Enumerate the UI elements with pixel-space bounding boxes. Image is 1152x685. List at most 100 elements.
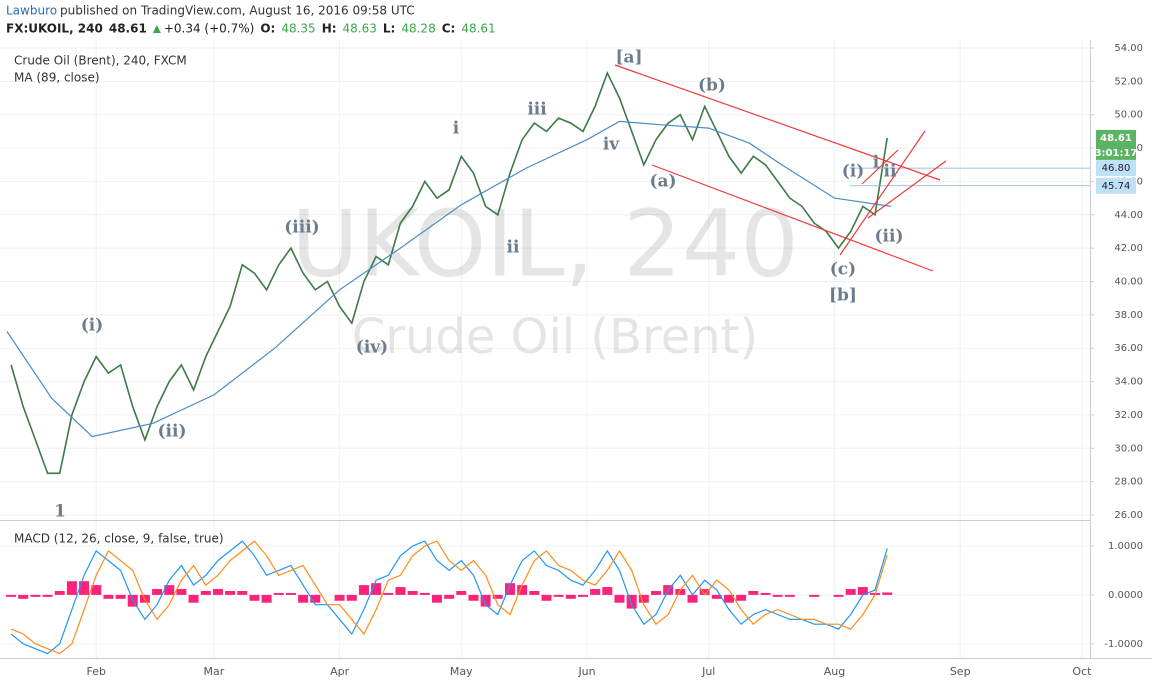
symbol-line: FX:UKOIL, 240 48.61 +0.34 (+0.7%) O: 48.35 H:… bbox=[6, 22, 496, 36]
y-tick-label: 44.00 bbox=[1114, 210, 1143, 221]
series-line bbox=[10, 540, 888, 655]
price-label: 48.61 bbox=[1100, 133, 1132, 144]
watermark: Crude Oil (Brent) bbox=[352, 309, 758, 365]
histogram-bar bbox=[103, 594, 114, 599]
histogram-bar bbox=[590, 589, 601, 595]
channel-line bbox=[651, 164, 934, 272]
histogram-bar bbox=[602, 587, 613, 595]
wave-labels: 1(i)(ii)(iii)(iv)iiiiiiiv[a](a)(b)(c)[b]… bbox=[54, 48, 903, 522]
histogram-bar bbox=[225, 590, 236, 595]
y-tick-label: 36.00 bbox=[1114, 343, 1143, 354]
legend-entry: Crude Oil (Brent), 240, FXCM bbox=[14, 54, 187, 68]
x-tick-label: Oct bbox=[1072, 665, 1092, 678]
y-tick-label: -1.0000 bbox=[1104, 639, 1143, 650]
histogram-bar bbox=[310, 594, 321, 603]
channel-line bbox=[839, 130, 926, 256]
y-tick-label: 42.00 bbox=[1114, 243, 1143, 254]
histogram-bar bbox=[784, 594, 795, 597]
histogram-bar bbox=[699, 589, 710, 595]
x-tick-label: Sep bbox=[950, 665, 971, 678]
histogram-bar bbox=[6, 594, 17, 597]
histogram-bar bbox=[711, 594, 722, 599]
x-tick-label: May bbox=[450, 665, 473, 678]
legend-entry: MA (89, close) bbox=[14, 71, 100, 85]
histogram-bar bbox=[188, 594, 199, 603]
histogram-bar bbox=[395, 587, 406, 595]
level-box bbox=[1096, 160, 1136, 177]
y-tick-label: 30.00 bbox=[1114, 443, 1143, 454]
histogram-bar bbox=[79, 581, 90, 595]
header-value: 48.63 bbox=[343, 22, 377, 36]
histogram-bar bbox=[577, 594, 588, 597]
histogram-bar bbox=[809, 594, 820, 597]
wave-label: i bbox=[873, 153, 880, 173]
x-tick-label: Jun bbox=[577, 665, 595, 678]
channel-line bbox=[861, 149, 899, 185]
histogram-bar bbox=[748, 590, 759, 595]
header-value: 48.28 bbox=[401, 22, 435, 36]
histogram-bar bbox=[298, 594, 309, 603]
histogram-bar bbox=[115, 594, 126, 599]
histogram-bar bbox=[760, 592, 771, 595]
histogram-bar bbox=[91, 585, 102, 595]
histogram-bar bbox=[553, 594, 564, 597]
header-value: L: bbox=[383, 22, 395, 36]
histogram-bar bbox=[468, 594, 479, 601]
header-value: 48.61 bbox=[109, 22, 147, 36]
histogram-bar bbox=[565, 594, 576, 599]
histogram-bar bbox=[54, 590, 65, 595]
histogram-bar bbox=[638, 594, 649, 603]
x-tick-label: Mar bbox=[203, 665, 224, 678]
histogram-bar bbox=[164, 585, 175, 595]
y-tick-label: 54.00 bbox=[1114, 43, 1143, 54]
histogram-bar bbox=[857, 587, 868, 595]
y-tick-label: 28.00 bbox=[1114, 477, 1143, 488]
wave-label: (i) bbox=[842, 162, 865, 182]
wave-label: (iii) bbox=[284, 218, 319, 238]
y-tick-label: 32.00 bbox=[1114, 410, 1143, 421]
histogram-bar bbox=[492, 594, 503, 599]
histogram-bar bbox=[614, 594, 625, 603]
histogram-bar bbox=[626, 594, 637, 609]
histogram-bar bbox=[833, 594, 844, 597]
header-value: 48.35 bbox=[281, 22, 315, 36]
x-tick-label: Apr bbox=[330, 665, 350, 678]
histogram-bar bbox=[444, 594, 455, 599]
y-tick-label: 0.0000 bbox=[1108, 590, 1143, 601]
author[interactable]: Lawburo bbox=[6, 4, 57, 18]
histogram-bar bbox=[687, 594, 698, 603]
wave-label: iv bbox=[603, 135, 620, 155]
y-tick-label: 26.00 bbox=[1114, 510, 1143, 521]
histogram-bar bbox=[529, 590, 540, 595]
series-line bbox=[6, 120, 892, 438]
histogram-bar bbox=[42, 594, 53, 597]
histogram-bar bbox=[504, 583, 515, 595]
histogram-bar bbox=[176, 589, 187, 595]
plot bbox=[6, 70, 1090, 655]
channel-line bbox=[867, 160, 947, 219]
x-tick-label: Jul bbox=[701, 665, 715, 678]
y-tick-label: 50.00 bbox=[1114, 110, 1143, 121]
histogram-bar bbox=[845, 589, 856, 595]
wave-label: (iv) bbox=[356, 338, 388, 358]
wave-label: (a) bbox=[649, 172, 676, 192]
histogram-bar bbox=[736, 594, 747, 601]
histogram-bar bbox=[383, 592, 394, 595]
histogram-bar bbox=[30, 594, 41, 597]
histogram-bar bbox=[334, 594, 345, 601]
axes: Feb Mar Apr May Jun Jul Aug Sep Oct 26.00 28.00 30.… bbox=[86, 43, 1143, 678]
y-tick-label: 1.0000 bbox=[1108, 541, 1143, 552]
histogram-bar bbox=[200, 590, 211, 595]
histogram-bar bbox=[237, 590, 248, 595]
wave-label: i bbox=[453, 119, 460, 139]
histogram-bar bbox=[285, 592, 296, 595]
trend-lines bbox=[614, 64, 947, 272]
pane-title: MACD (12, 26, close, 9, false, true) bbox=[14, 532, 224, 546]
header-value: FX:UKOIL, 240 bbox=[6, 22, 103, 36]
wave-label: 1 bbox=[54, 502, 66, 522]
price-line bbox=[10, 70, 888, 475]
wave-label: ii bbox=[507, 238, 520, 258]
histogram-bar bbox=[541, 594, 552, 601]
countdown: 3:01:17 bbox=[1095, 148, 1138, 159]
